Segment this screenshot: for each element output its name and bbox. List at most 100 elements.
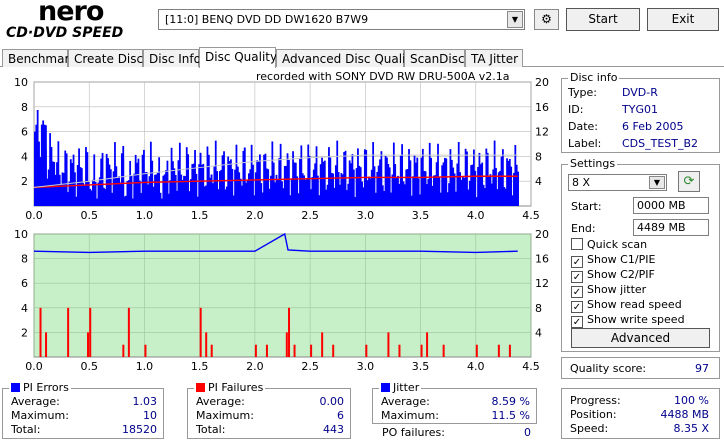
refresh-speed-button[interactable]: ⟳ [678,171,700,192]
pi-error-bar [144,172,147,206]
tab-disc-quality[interactable]: Disc Quality [199,47,277,68]
tab-disc-info[interactable]: Disc Info [143,49,201,67]
jitter-title: Jitter [393,381,420,394]
pi-error-bar [256,160,259,206]
pi-error-bar [460,179,463,206]
start-input[interactable]: 0000 MB [633,197,709,214]
y-right-tick-label: 12 [535,277,549,290]
disc-id-label: ID: [568,103,584,116]
chevron-down-icon[interactable]: ▼ [507,11,523,28]
tab-advanced-disc-quality[interactable]: Advanced Disc Quality [276,49,417,67]
pi-error-bar [236,166,239,206]
jitter-maximum-label: Maximum: [381,409,439,422]
pi-error-bar [395,177,398,206]
pi-error-bar [350,163,352,206]
pi-error-bar [34,131,36,206]
speed-select[interactable]: 8 X ▼ [568,174,667,191]
pi-error-bar [205,185,207,206]
pi-error-bar [510,166,513,206]
pi-error-bar [176,190,178,206]
series-line [33,232,518,254]
quick-scan-checkbox[interactable]: Quick scan [571,238,647,251]
pi-error-bar [467,189,470,206]
pi-error-bar [192,163,195,206]
pi-error-bar [442,162,445,206]
advanced-button[interactable]: Advanced [571,328,710,348]
pi-error-bar [427,178,430,206]
pi-failure-bar [497,344,500,357]
pi-failure-bar [508,344,511,357]
cd-dvd-speed-wordmark: CD·DVD SPEED [6,25,124,41]
show-c1-pie-checkbox[interactable]: ✓ Show C1/PIE [571,253,656,268]
pi-error-bar [294,162,297,206]
pi-error-bar [79,167,82,206]
pi-error-bar [254,172,257,206]
pi-error-bar [354,197,357,206]
pi-error-bar [318,195,321,206]
drive-select[interactable]: [11:0] BENQ DVD DD DW1620 B7W9 ▼ [158,9,525,30]
progress-group: Progress: 100 % Position: 4488 MB Speed:… [561,388,720,439]
pi-error-bar [508,158,511,206]
tab-ta-jitter[interactable]: TA Jitter [465,49,523,67]
checkbox-box[interactable] [571,238,583,250]
pi-error-bar [504,188,507,206]
check-icon[interactable]: ✓ [571,301,583,313]
chevron-down-icon[interactable]: ▼ [649,176,665,189]
pi-error-bar [225,186,228,206]
end-input[interactable]: 4489 MB [633,219,709,236]
check-icon[interactable]: ✓ [571,316,583,328]
refresh-drive-button[interactable]: ⚙ [534,9,559,30]
pi-failure-bar [365,344,368,357]
x-tick-label: 1.5 [191,209,209,222]
pi-error-bar [417,178,420,206]
exit-button[interactable]: Exit [647,8,719,31]
pi-error-bar [475,197,478,206]
show-write-speed-checkbox[interactable]: ✓ Show write speed [571,313,685,328]
pi-error-bar [434,175,437,206]
pi-failures-maximum: 6 [337,409,344,422]
x-tick-label: 4.0 [467,360,485,370]
pi-error-bar [299,158,301,206]
x-tick-label: 4.0 [467,209,485,222]
pi-error-bar [486,152,489,206]
tab-scandisc[interactable]: ScanDisc [404,49,465,67]
pi-error-bar [47,169,50,206]
show-c2-pif-checkbox[interactable]: ✓ Show C2/PIF [571,268,655,283]
pi-errors-maximum: 10 [143,409,157,422]
pi-error-bar [466,151,468,206]
tab-benchmark[interactable]: Benchmark [2,49,76,67]
pi-error-bar [386,157,388,206]
pi-error-bar [423,170,426,206]
pi-error-bar [218,171,221,206]
pi-failure-bar [210,344,213,357]
check-icon[interactable]: ✓ [571,271,583,283]
pi-error-bar [122,158,125,206]
pi-error-bar [315,146,318,206]
pi-failure-bar [321,332,324,357]
pi-error-bar [431,185,434,206]
pi-error-bar [285,165,288,206]
pi-error-bar [75,196,78,206]
x-tick-label: 0.0 [25,209,43,222]
tab-create-disc[interactable]: Create Disc [68,49,143,67]
pi-failure-bar [265,344,268,357]
pi-error-bar [246,179,249,206]
pi-error-bar [336,140,339,206]
pi-failure-bar [420,344,423,357]
pi-error-bar [337,172,340,206]
y-left-tick-label: 4 [21,302,28,315]
pi-error-bar [163,174,166,206]
pi-error-bar [399,155,402,206]
check-icon[interactable]: ✓ [571,256,583,268]
pi-error-bar [238,172,241,206]
pi-error-bar [376,171,379,206]
check-icon[interactable]: ✓ [571,286,583,298]
pi-errors-chart: 0.0 0.5 1.0 1.5 2.0 2.5 3.0 3.5 4.0 4.5 10 8 6 4 2 20 16… [14,76,549,222]
pi-error-bar [212,183,214,206]
start-button[interactable]: Start [566,8,640,31]
pi-error-bar [123,196,126,206]
show-read-speed-checkbox[interactable]: ✓ Show read speed [571,298,682,313]
show-jitter-checkbox[interactable]: ✓ Show jitter [571,283,647,298]
pi-error-bar [114,142,116,206]
pi-error-bar [514,145,517,206]
